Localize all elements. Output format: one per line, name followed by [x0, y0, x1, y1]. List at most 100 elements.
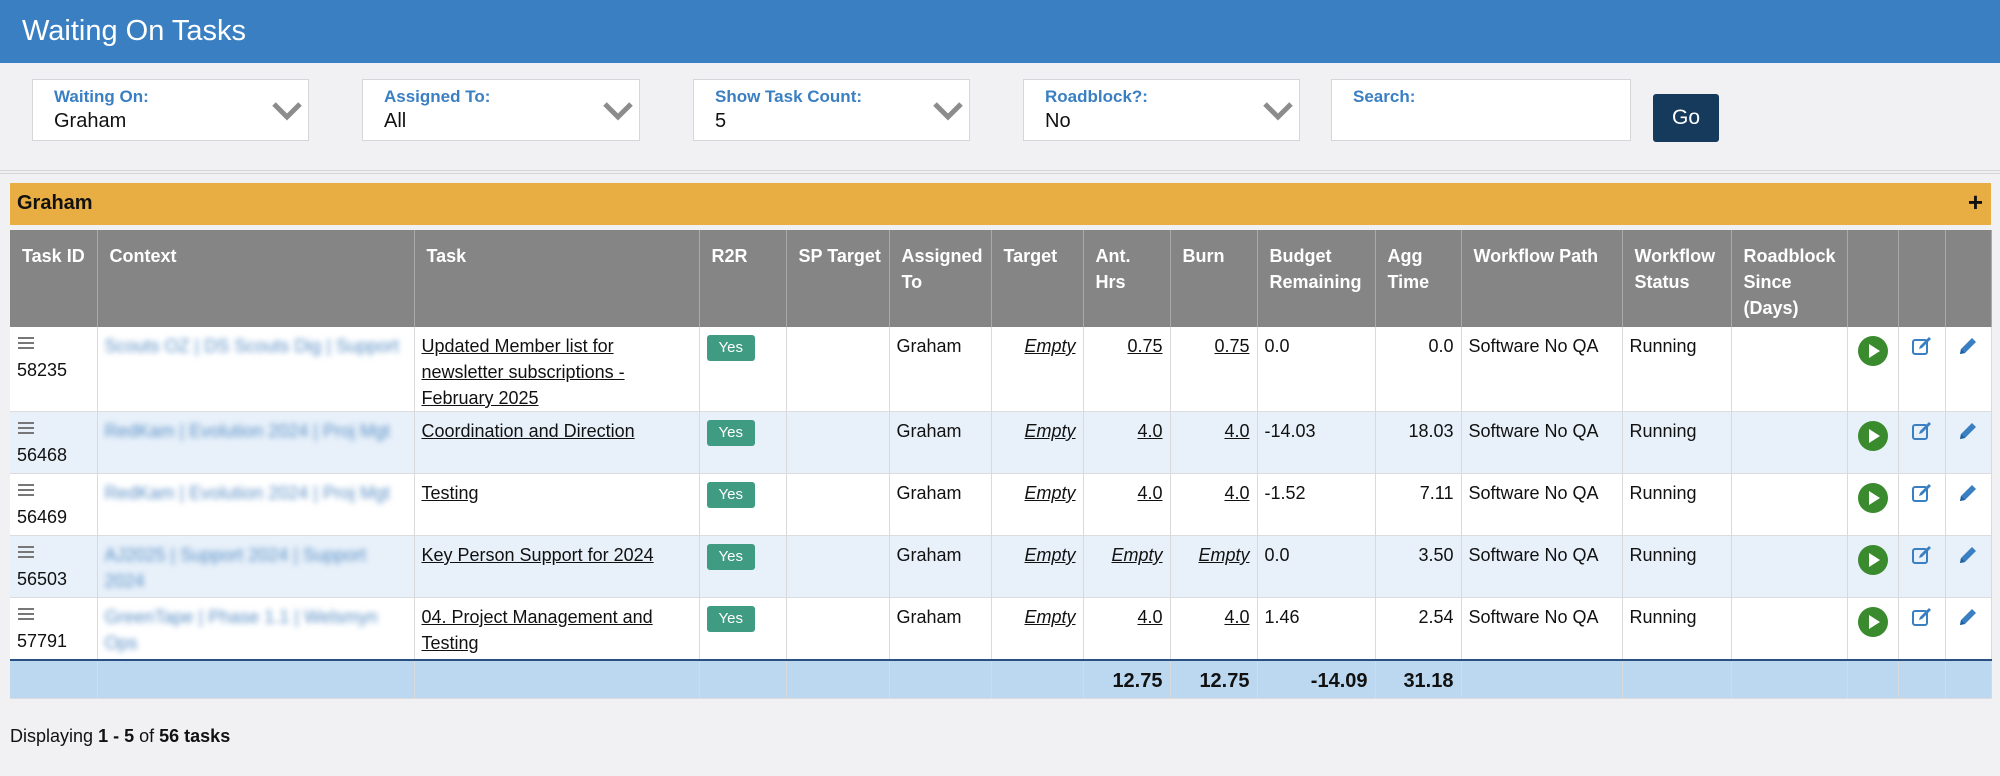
- col-workflow-status[interactable]: Workflow Status: [1622, 230, 1732, 327]
- burn-value[interactable]: Empty: [1198, 545, 1250, 565]
- context-text: GreenTape | Phase 1.1 | Welsmyn Ops: [104, 607, 378, 653]
- task-link[interactable]: Key Person Support for 2024: [421, 545, 654, 565]
- tasks-table: Task ID Context Task R2R SP Target Assig…: [10, 230, 1992, 699]
- totals-empty-cell: [991, 658, 1084, 699]
- col-budget-remaining[interactable]: Budget Remaining: [1257, 230, 1376, 327]
- table-row[interactable]: 57791 GreenTape | Phase 1.1 | Welsmyn Ops…: [10, 597, 1992, 660]
- col-roadblock-since[interactable]: Roadblock Since (Days): [1731, 230, 1848, 327]
- play-cell: [1847, 597, 1899, 660]
- edit-box-icon[interactable]: [1911, 422, 1933, 446]
- group-header[interactable]: Graham +: [10, 183, 1991, 225]
- table-row[interactable]: 56503 AJ2025 | Support 2024 | Support 202…: [10, 535, 1992, 598]
- pencil-icon[interactable]: [1957, 423, 1979, 446]
- table-row[interactable]: 58235 Scouts OZ | DS Scouts Dig | Support…: [10, 327, 1992, 412]
- go-button[interactable]: Go: [1653, 94, 1719, 142]
- play-icon[interactable]: [1857, 545, 1889, 580]
- task-link[interactable]: 04. Project Management and Testing: [421, 607, 653, 653]
- drag-handle-icon[interactable]: [17, 540, 90, 566]
- drag-handle-icon[interactable]: [17, 478, 90, 504]
- target-value[interactable]: Empty: [1024, 421, 1076, 441]
- table-row[interactable]: 56469 RedKam | Evolution 2024 | Proj Mgt T…: [10, 473, 1992, 536]
- task-cell: Testing: [414, 473, 700, 536]
- edit-box-icon[interactable]: [1911, 546, 1933, 570]
- burn-value[interactable]: 0.75: [1214, 336, 1250, 356]
- waiting-on-select[interactable]: Waiting On: Graham: [32, 79, 309, 141]
- agg-time-cell: 7.11: [1375, 473, 1462, 536]
- task-cell: Coordination and Direction: [414, 411, 700, 474]
- col-context[interactable]: Context: [97, 230, 415, 327]
- col-task[interactable]: Task: [414, 230, 700, 327]
- pagination-summary: Displaying 1 - 5 of 56 tasks: [10, 726, 230, 747]
- col-burn[interactable]: Burn: [1170, 230, 1258, 327]
- edit-box-icon[interactable]: [1911, 337, 1933, 361]
- task-count-value: 5: [715, 110, 727, 132]
- play-icon[interactable]: [1857, 483, 1889, 518]
- totals-row: 12.75 12.75 -14.09 31.18: [10, 658, 1992, 699]
- context-cell: GreenTape | Phase 1.1 | Welsmyn Ops: [97, 597, 415, 660]
- ant-hrs-value[interactable]: 0.75: [1127, 336, 1163, 356]
- target-value[interactable]: Empty: [1024, 336, 1076, 356]
- task-link[interactable]: Testing: [421, 483, 479, 503]
- burn-cell: Empty: [1170, 535, 1258, 598]
- play-cell: [1847, 327, 1899, 412]
- col-assigned-to[interactable]: Assigned To: [889, 230, 992, 327]
- ant-hrs-value[interactable]: Empty: [1111, 545, 1163, 565]
- task-count-select[interactable]: Show Task Count: 5: [693, 79, 970, 141]
- budget-cell: 0.0: [1257, 535, 1376, 598]
- pencil-icon[interactable]: [1957, 485, 1979, 508]
- target-value[interactable]: Empty: [1024, 545, 1076, 565]
- task-id: 56503: [17, 569, 68, 589]
- ant-hrs-value[interactable]: 4.0: [1137, 483, 1163, 503]
- ant-hrs-cell: 4.0: [1083, 411, 1171, 474]
- chevron-down-icon: [272, 102, 302, 121]
- task-link[interactable]: Coordination and Direction: [421, 421, 635, 441]
- footer-mid: of: [139, 726, 155, 746]
- search-field[interactable]: Search:: [1331, 79, 1631, 141]
- target-value[interactable]: Empty: [1024, 483, 1076, 503]
- target-value[interactable]: Empty: [1024, 607, 1076, 627]
- play-icon[interactable]: [1857, 421, 1889, 456]
- roadblock-cell: [1731, 535, 1848, 598]
- pencil-icon[interactable]: [1957, 609, 1979, 632]
- table-row[interactable]: 56468 RedKam | Evolution 2024 | Proj Mgt C…: [10, 411, 1992, 474]
- task-link[interactable]: Updated Member list for newsletter subsc…: [421, 336, 625, 408]
- edit-box-icon[interactable]: [1911, 608, 1933, 632]
- workflow-status-cell: Running: [1622, 327, 1732, 412]
- edit-cell: [1898, 411, 1946, 474]
- col-sp-target[interactable]: SP Target: [786, 230, 890, 327]
- assigned-to-select[interactable]: Assigned To: All: [362, 79, 640, 141]
- roadblock-select[interactable]: Roadblock?: No: [1023, 79, 1300, 141]
- pencil-icon[interactable]: [1957, 338, 1979, 361]
- burn-cell: 4.0: [1170, 597, 1258, 660]
- drag-handle-icon[interactable]: [17, 602, 90, 628]
- drag-handle-icon[interactable]: [17, 416, 90, 442]
- search-label: Search:: [1353, 87, 1416, 106]
- col-ant-hrs[interactable]: Ant. Hrs: [1083, 230, 1171, 327]
- drag-handle-icon[interactable]: [17, 331, 90, 357]
- totals-empty-cell: [1898, 658, 1946, 699]
- edit-box-icon[interactable]: [1911, 484, 1933, 508]
- workflow-path-cell: Software No QA: [1461, 473, 1623, 536]
- play-icon[interactable]: [1857, 607, 1889, 642]
- burn-value[interactable]: 4.0: [1224, 483, 1250, 503]
- total-budget: -14.09: [1257, 658, 1376, 699]
- play-icon[interactable]: [1857, 336, 1889, 371]
- pencil-icon[interactable]: [1957, 547, 1979, 570]
- task-id-cell: 56503: [10, 535, 98, 598]
- chevron-down-icon: [933, 102, 963, 121]
- col-task-id[interactable]: Task ID: [10, 230, 98, 327]
- ant-hrs-value[interactable]: 4.0: [1137, 607, 1163, 627]
- expand-icon[interactable]: +: [1967, 187, 1983, 217]
- col-r2r[interactable]: R2R: [699, 230, 787, 327]
- col-agg-time[interactable]: Agg Time: [1375, 230, 1462, 327]
- play-cell: [1847, 535, 1899, 598]
- target-cell: Empty: [991, 411, 1084, 474]
- ant-hrs-value[interactable]: 4.0: [1137, 421, 1163, 441]
- task-id-cell: 58235: [10, 327, 98, 412]
- burn-value[interactable]: 4.0: [1224, 421, 1250, 441]
- col-workflow-path[interactable]: Workflow Path: [1461, 230, 1623, 327]
- burn-value[interactable]: 4.0: [1224, 607, 1250, 627]
- col-target[interactable]: Target: [991, 230, 1084, 327]
- chevron-down-icon: [1263, 102, 1293, 121]
- workflow-status-cell: Running: [1622, 473, 1732, 536]
